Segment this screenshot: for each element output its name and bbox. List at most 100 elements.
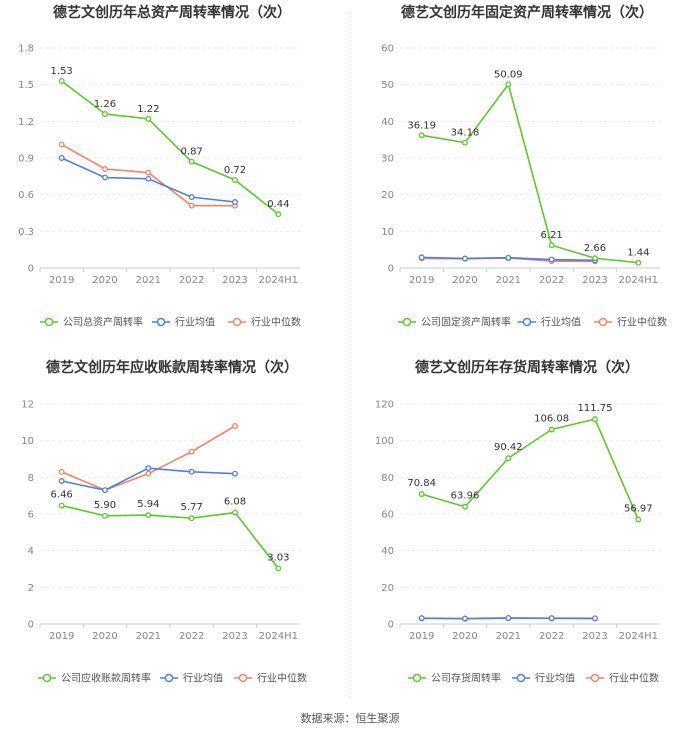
- legend-swatch-marker: [598, 317, 608, 327]
- y-tick-label: 0.6: [18, 190, 34, 201]
- data-point-company[interactable]: [505, 455, 512, 462]
- series-line-company: [421, 82, 639, 264]
- data-point-company[interactable]: [635, 259, 642, 266]
- x-tick-label: 2019: [49, 631, 74, 642]
- x-tick-label: 2021: [136, 631, 161, 642]
- legend-item-company[interactable]: 公司存货周转率: [408, 672, 501, 685]
- x-tick-label: 2019: [409, 275, 434, 286]
- data-point-industry-avg[interactable]: [418, 254, 425, 261]
- data-point-company[interactable]: [145, 115, 152, 122]
- data-point-industry-avg[interactable]: [418, 615, 425, 622]
- data-label: 1.44: [627, 248, 649, 259]
- data-point-industry-avg[interactable]: [548, 615, 555, 622]
- data-point-company[interactable]: [505, 81, 512, 88]
- x-tick-label: 2019: [49, 275, 74, 286]
- legend-label: 行业中位数: [609, 672, 659, 685]
- data-point-company[interactable]: [462, 503, 468, 510]
- y-tick-label: 60: [381, 44, 394, 55]
- data-point-company[interactable]: [232, 509, 238, 516]
- legend-item-industry-avg[interactable]: 行业均值: [160, 672, 223, 685]
- data-point-industry-avg[interactable]: [505, 615, 512, 621]
- data-point-industry-avg[interactable]: [58, 478, 65, 484]
- y-tick-label: 8: [28, 473, 34, 484]
- data-point-company[interactable]: [275, 565, 282, 572]
- legend-swatch-marker: [522, 317, 532, 327]
- data-point-industry-median[interactable]: [58, 141, 65, 148]
- y-tick-label: 1.8: [18, 44, 34, 55]
- legend-item-industry-avg[interactable]: 行业均值: [512, 672, 575, 685]
- x-tick-label: 2020: [452, 631, 477, 642]
- data-point-company[interactable]: [102, 512, 108, 519]
- data-point-industry-avg[interactable]: [462, 255, 468, 262]
- data-point-industry-median[interactable]: [188, 202, 195, 209]
- chart-panel-3: 德艺文创历年应收账款周转率情况（次） 0 2 4 6 8 10 12 2019 2020 2021 2…: [21, 359, 307, 685]
- data-point-company[interactable]: [418, 132, 425, 139]
- legend-item-company[interactable]: 公司应收账款周转率: [38, 672, 151, 685]
- legend-swatch-marker: [412, 673, 422, 683]
- data-point-company[interactable]: [418, 491, 425, 498]
- legend-item-industry-median[interactable]: 行业中位数: [594, 316, 667, 329]
- legend-item-industry-median[interactable]: 行业中位数: [586, 672, 659, 685]
- data-point-industry-median[interactable]: [145, 169, 152, 176]
- y-tick-label: 10: [21, 436, 34, 447]
- y-tick-label: 0.9: [18, 154, 34, 165]
- legend-label: 行业中位数: [617, 316, 667, 329]
- legend-label: 行业均值: [541, 316, 581, 329]
- x-tick-label: 2024H1: [259, 275, 298, 286]
- data-point-company[interactable]: [188, 515, 195, 522]
- data-point-company[interactable]: [592, 416, 598, 423]
- data-point-company[interactable]: [275, 211, 282, 218]
- data-point-company[interactable]: [548, 242, 555, 249]
- data-point-company[interactable]: [145, 512, 152, 519]
- data-point-company[interactable]: [102, 111, 108, 117]
- data-point-company[interactable]: [58, 502, 65, 509]
- x-tick-label: 2024H1: [259, 631, 298, 642]
- legend-label: 行业均值: [175, 316, 215, 329]
- data-point-company[interactable]: [232, 177, 238, 183]
- data-point-company[interactable]: [462, 139, 468, 146]
- data-point-industry-median[interactable]: [232, 423, 238, 429]
- data-point-industry-median[interactable]: [58, 468, 65, 475]
- data-point-industry-avg[interactable]: [102, 174, 108, 181]
- data-point-industry-median[interactable]: [188, 448, 195, 455]
- legend-item-industry-median[interactable]: 行业中位数: [228, 316, 301, 329]
- data-point-industry-avg[interactable]: [145, 465, 152, 472]
- legend-item-industry-avg[interactable]: 行业均值: [518, 316, 581, 329]
- data-point-industry-avg[interactable]: [188, 194, 195, 201]
- data-label: 1.53: [51, 66, 73, 77]
- legend-item-company[interactable]: 公司总资产周转率: [40, 316, 143, 329]
- chart-panel-2: 德艺文创历年固定资产周转率情况（次） 0 10 20 30 40 50 60 2019 2020 2…: [381, 4, 667, 329]
- data-point-industry-avg[interactable]: [592, 615, 598, 622]
- legend-item-industry-median[interactable]: 行业中位数: [234, 672, 307, 685]
- data-point-industry-avg[interactable]: [548, 256, 555, 263]
- data-point-industry-avg[interactable]: [232, 470, 238, 477]
- data-label: 0.87: [181, 147, 203, 158]
- y-tick-label: 0: [28, 620, 34, 631]
- data-point-company[interactable]: [58, 78, 65, 84]
- data-point-industry-avg[interactable]: [145, 175, 152, 182]
- y-tick-label: 2: [28, 583, 34, 594]
- series-line-company: [61, 80, 279, 215]
- legend-item-industry-avg[interactable]: 行业均值: [152, 316, 215, 329]
- data-point-company[interactable]: [548, 426, 555, 433]
- data-point-industry-avg[interactable]: [102, 487, 108, 494]
- data-label: 1.26: [94, 99, 116, 110]
- data-point-industry-avg[interactable]: [505, 254, 512, 261]
- y-tick-label: 60: [381, 510, 394, 521]
- data-point-company[interactable]: [188, 158, 195, 165]
- data-point-industry-median[interactable]: [102, 166, 108, 172]
- x-tick-label: 2022: [179, 275, 204, 286]
- x-tick-label: 2020: [452, 275, 477, 286]
- y-tick-label: 1.5: [18, 80, 34, 91]
- data-point-industry-median[interactable]: [145, 470, 152, 477]
- data-point-company[interactable]: [592, 255, 598, 262]
- data-point-industry-avg[interactable]: [232, 199, 238, 205]
- data-point-industry-avg[interactable]: [462, 615, 468, 622]
- data-point-company[interactable]: [635, 516, 642, 523]
- x-tick-label: 2023: [582, 275, 607, 286]
- data-point-industry-avg[interactable]: [58, 155, 65, 161]
- legend-item-company[interactable]: 公司固定资产周转率: [398, 316, 511, 329]
- data-point-industry-avg[interactable]: [188, 468, 195, 475]
- x-tick-label: 2024H1: [619, 631, 658, 642]
- chart-title: 德艺文创历年应收账款周转率情况（次）: [46, 359, 298, 376]
